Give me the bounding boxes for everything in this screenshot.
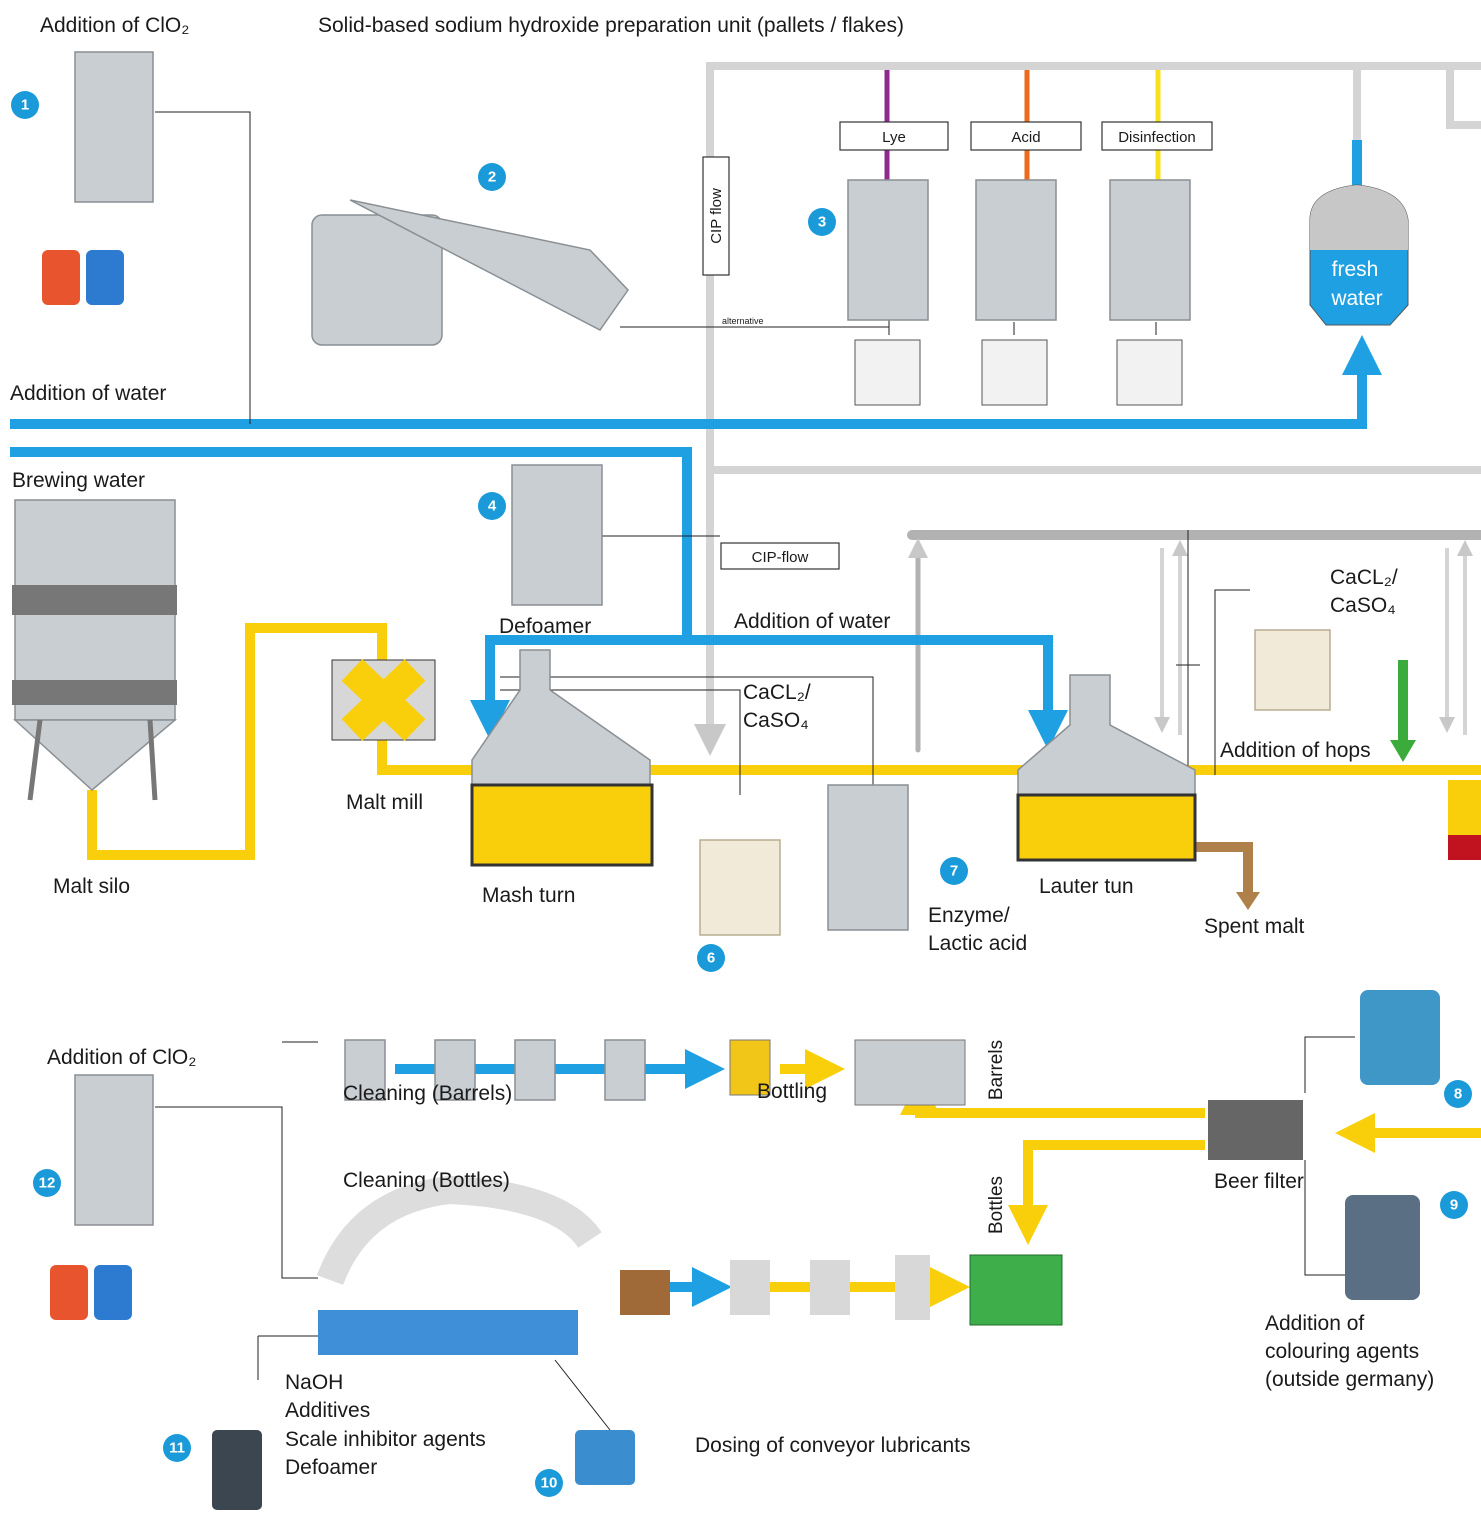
badge-number: 11: [169, 1440, 185, 1457]
badge-number: 12: [39, 1175, 56, 1192]
badge-number: 8: [1454, 1086, 1462, 1103]
diagram: Addition of ClO₂ Solid-based sodium hydr…: [0, 0, 1481, 1524]
chemical: Acid: [1011, 129, 1040, 146]
label: Brewing water: [12, 469, 145, 492]
badge-number: 2: [488, 169, 496, 186]
label: Barrels: [986, 1040, 1007, 1100]
label: alternative: [722, 316, 764, 326]
label: CaSO₄: [743, 709, 809, 732]
label: Addition of water: [734, 610, 890, 633]
badge-number: 3: [818, 214, 826, 231]
badge-number: 9: [1450, 1197, 1458, 1214]
label: CIP flow: [708, 188, 725, 244]
label: Bottling: [757, 1080, 827, 1103]
label: CaCL₂/: [1330, 566, 1398, 589]
label: Enzyme/: [928, 904, 1010, 927]
label: water: [1330, 287, 1382, 310]
labels: Addition of ClO₂ Solid-based sodium hydr…: [10, 14, 1434, 1479]
label: CaSO₄: [1330, 594, 1396, 617]
label: Lauter tun: [1039, 875, 1134, 898]
label: Bottles: [986, 1176, 1007, 1234]
label: CIP-flow: [752, 549, 809, 566]
badge-number: 1: [21, 97, 29, 114]
label: Malt silo: [53, 875, 130, 898]
label: (outside germany): [1265, 1368, 1434, 1391]
badge-number: 6: [707, 950, 715, 967]
label: Beer filter: [1214, 1170, 1304, 1193]
label: Addition of water: [10, 382, 166, 405]
label: Cleaning (Bottles): [343, 1169, 510, 1192]
label: Addition of ClO₂: [47, 1046, 196, 1069]
label: Scale inhibitor agents: [285, 1428, 486, 1451]
badge-number: 7: [950, 863, 958, 880]
label: Cleaning (Barrels): [343, 1082, 512, 1105]
label: Defoamer: [499, 615, 591, 638]
label: colouring agents: [1265, 1340, 1419, 1363]
label: Additives: [285, 1399, 370, 1422]
label: Defoamer: [285, 1456, 377, 1479]
label: Dosing of conveyor lubricants: [695, 1434, 970, 1457]
label: fresh: [1332, 258, 1379, 281]
chemical: Disinfection: [1118, 129, 1196, 146]
label: Malt mill: [346, 791, 423, 814]
badge-number: 4: [488, 498, 497, 515]
label: Addition of hops: [1220, 739, 1371, 762]
label: Addition of: [1265, 1312, 1364, 1335]
badge-number: 10: [541, 1475, 558, 1492]
label: Solid-based sodium hydroxide preparation…: [318, 14, 904, 37]
label: Spent malt: [1204, 915, 1305, 938]
label: Lactic acid: [928, 932, 1027, 955]
label: CaCL₂/: [743, 681, 811, 704]
label: NaOH: [285, 1371, 343, 1394]
chemical: Lye: [882, 129, 906, 146]
equipment: [12, 52, 1481, 1510]
label: Addition of ClO₂: [40, 14, 189, 37]
label: Mash turn: [482, 884, 575, 907]
